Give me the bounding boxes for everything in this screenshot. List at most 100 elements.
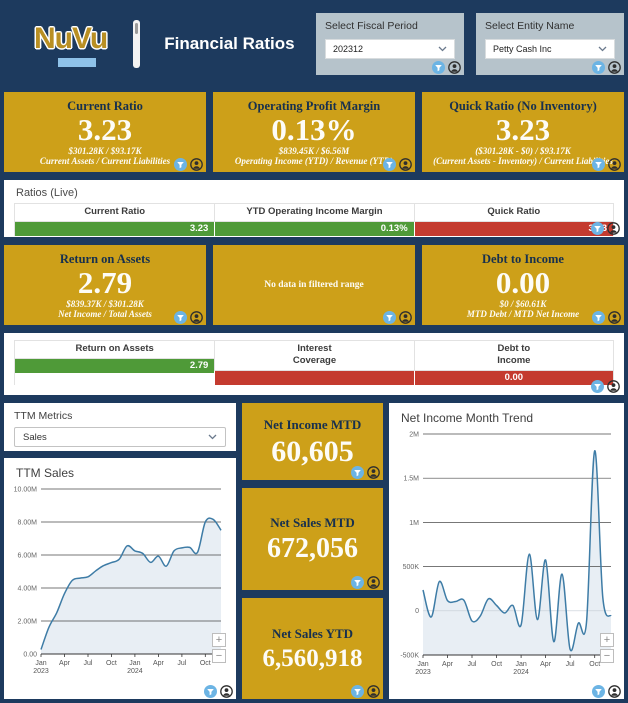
svg-text:Oct: Oct [106, 660, 117, 667]
svg-text:Apr: Apr [153, 660, 165, 667]
svg-text:2023: 2023 [415, 669, 431, 676]
fiscal-period-label: Select Fiscal Period [325, 20, 418, 32]
quick-ratio-card: Quick Ratio (No Inventory) 3.23 ($301.28… [422, 92, 624, 172]
scrollbar-thumb[interactable] [135, 23, 139, 34]
ratio-bar-debt-to-income[interactable]: 0.00 [413, 370, 613, 385]
current-ratio-card: Current Ratio 3.23 $301.28K / $93.17K Cu… [4, 92, 206, 172]
card-value: 6,560,918 [262, 644, 363, 672]
ttm-sales-line-chart[interactable]: 0.002.00M4.00M6.00M8.00M10.00MJan2023Apr… [10, 482, 226, 678]
person-icon[interactable] [367, 685, 380, 698]
card-value: 60,605 [271, 434, 354, 468]
card-corner-icons [383, 158, 412, 171]
filter-icon[interactable] [592, 685, 605, 698]
net-sales-mtd-card: Net Sales MTD 672,056 [242, 488, 383, 590]
card-corner-icons [591, 222, 620, 235]
filter-icon[interactable] [592, 158, 605, 171]
filter-icon[interactable] [174, 311, 187, 324]
ratio-column-header: Quick Ratio [413, 204, 613, 222]
svg-text:Apr: Apr [442, 661, 454, 668]
fiscal-period-dropdown[interactable]: 202312 [325, 39, 455, 59]
filter-icon[interactable] [174, 158, 187, 171]
svg-text:Jul: Jul [566, 661, 575, 668]
svg-text:1.5M: 1.5M [403, 476, 419, 483]
ratio-column-quick-ratio: Quick Ratio 3.23 [413, 204, 613, 236]
card-subline-1: $0 / $60.61K [499, 298, 547, 309]
person-icon[interactable] [608, 685, 621, 698]
net-income-month-trend-chart-card: Net Income Month Trend -500K 0 500K 1M 1.5M 2… [389, 403, 624, 699]
person-icon[interactable] [399, 158, 412, 171]
ratios-table2: Return on Assets 2.79 Interest Coverage … [14, 340, 614, 385]
ratio-bar-interest-coverage[interactable] [214, 370, 414, 385]
ratio-column-header: YTD Operating Income Margin [214, 204, 414, 222]
return-on-assets-card: Return on Assets 2.79 $839.37K / $301.28… [4, 245, 206, 325]
person-icon[interactable] [608, 311, 621, 324]
svg-text:Apr: Apr [540, 661, 552, 668]
svg-text:Oct: Oct [200, 660, 211, 667]
entity-name-dropdown[interactable]: Petty Cash Inc [485, 39, 615, 59]
ratio-bar-ytd-operating-income-margin[interactable]: 0.13% [214, 221, 414, 236]
net-sales-ytd-card: Net Sales YTD 6,560,918 [242, 597, 383, 699]
entity-name-label: Select Entity Name [485, 20, 575, 32]
filter-icon[interactable] [591, 222, 604, 235]
card-value: 0.00 [495, 265, 551, 300]
fiscal-period-slicer: Select Fiscal Period 202312 [316, 13, 464, 75]
filter-icon[interactable] [351, 575, 364, 589]
svg-text:Jul: Jul [84, 660, 93, 667]
person-icon[interactable] [367, 466, 380, 479]
svg-text:-500K: -500K [400, 652, 419, 659]
filter-icon[interactable] [383, 311, 396, 324]
entity-name-slicer: Select Entity Name Petty Cash Inc [476, 13, 624, 75]
svg-text:500K: 500K [403, 564, 420, 571]
person-icon[interactable] [607, 380, 620, 393]
ratio-bar-current-ratio[interactable]: 3.23 [15, 221, 215, 236]
person-icon[interactable] [190, 311, 203, 324]
ratio-bar-quick-ratio[interactable]: 3.23 [413, 221, 613, 236]
ttm-metrics-dropdown[interactable]: Sales [14, 427, 226, 447]
debt-to-income-card: Debt to Income 0.00 $0 / $60.61K MTD Deb… [422, 245, 624, 325]
chart-title: TTM Sales [16, 466, 75, 480]
zoom-in-button[interactable]: + [600, 633, 614, 647]
card-corner-icons [592, 158, 621, 171]
person-icon[interactable] [220, 685, 233, 698]
filter-icon[interactable] [432, 61, 445, 74]
chevron-down-icon [208, 434, 217, 440]
person-icon[interactable] [367, 575, 380, 589]
filter-icon[interactable] [591, 380, 604, 393]
person-icon[interactable] [608, 61, 621, 74]
filter-icon[interactable] [351, 466, 364, 479]
zoom-in-button[interactable]: + [212, 633, 226, 647]
ratio-column-header: Interest Coverage [214, 341, 414, 371]
net-income-mtd-card: Net Income MTD 60,605 [242, 403, 383, 480]
slicer-corner-icons [432, 61, 461, 74]
svg-text:6.00M: 6.00M [18, 552, 38, 559]
person-icon[interactable] [399, 311, 412, 324]
card-value: 3.23 [77, 112, 133, 147]
svg-text:0: 0 [415, 608, 419, 615]
ratios-live-table: Current Ratio 3.23 YTD Operating Income … [14, 203, 614, 236]
filter-icon[interactable] [592, 61, 605, 74]
ratio-column-header: Return on Assets [15, 341, 215, 359]
person-icon[interactable] [448, 61, 461, 74]
svg-text:Jan: Jan [35, 660, 46, 667]
entity-name-value: Petty Cash Inc [493, 44, 552, 54]
svg-text:Jan: Jan [129, 660, 140, 667]
filter-icon[interactable] [592, 311, 605, 324]
ratio-bar-return-on-assets[interactable]: 2.79 [15, 358, 215, 373]
zoom-out-button[interactable]: − [212, 649, 226, 663]
svg-text:2023: 2023 [33, 668, 49, 675]
person-icon[interactable] [608, 158, 621, 171]
card-value: 0.13% [271, 112, 357, 147]
filter-icon[interactable] [383, 158, 396, 171]
svg-text:4.00M: 4.00M [18, 585, 38, 592]
zoom-out-button[interactable]: − [600, 649, 614, 663]
ratio-column-ytd-operating-income-margin: YTD Operating Income Margin 0.13% [214, 204, 414, 236]
filter-icon[interactable] [351, 685, 364, 698]
filter-icon[interactable] [204, 685, 217, 698]
card-value: 3.23 [495, 112, 551, 147]
header-divider-scrollbar[interactable] [133, 20, 141, 68]
ratio-column-interest-coverage: Interest Coverage [214, 341, 414, 385]
svg-text:Oct: Oct [589, 661, 600, 668]
person-icon[interactable] [190, 158, 203, 171]
person-icon[interactable] [607, 222, 620, 235]
